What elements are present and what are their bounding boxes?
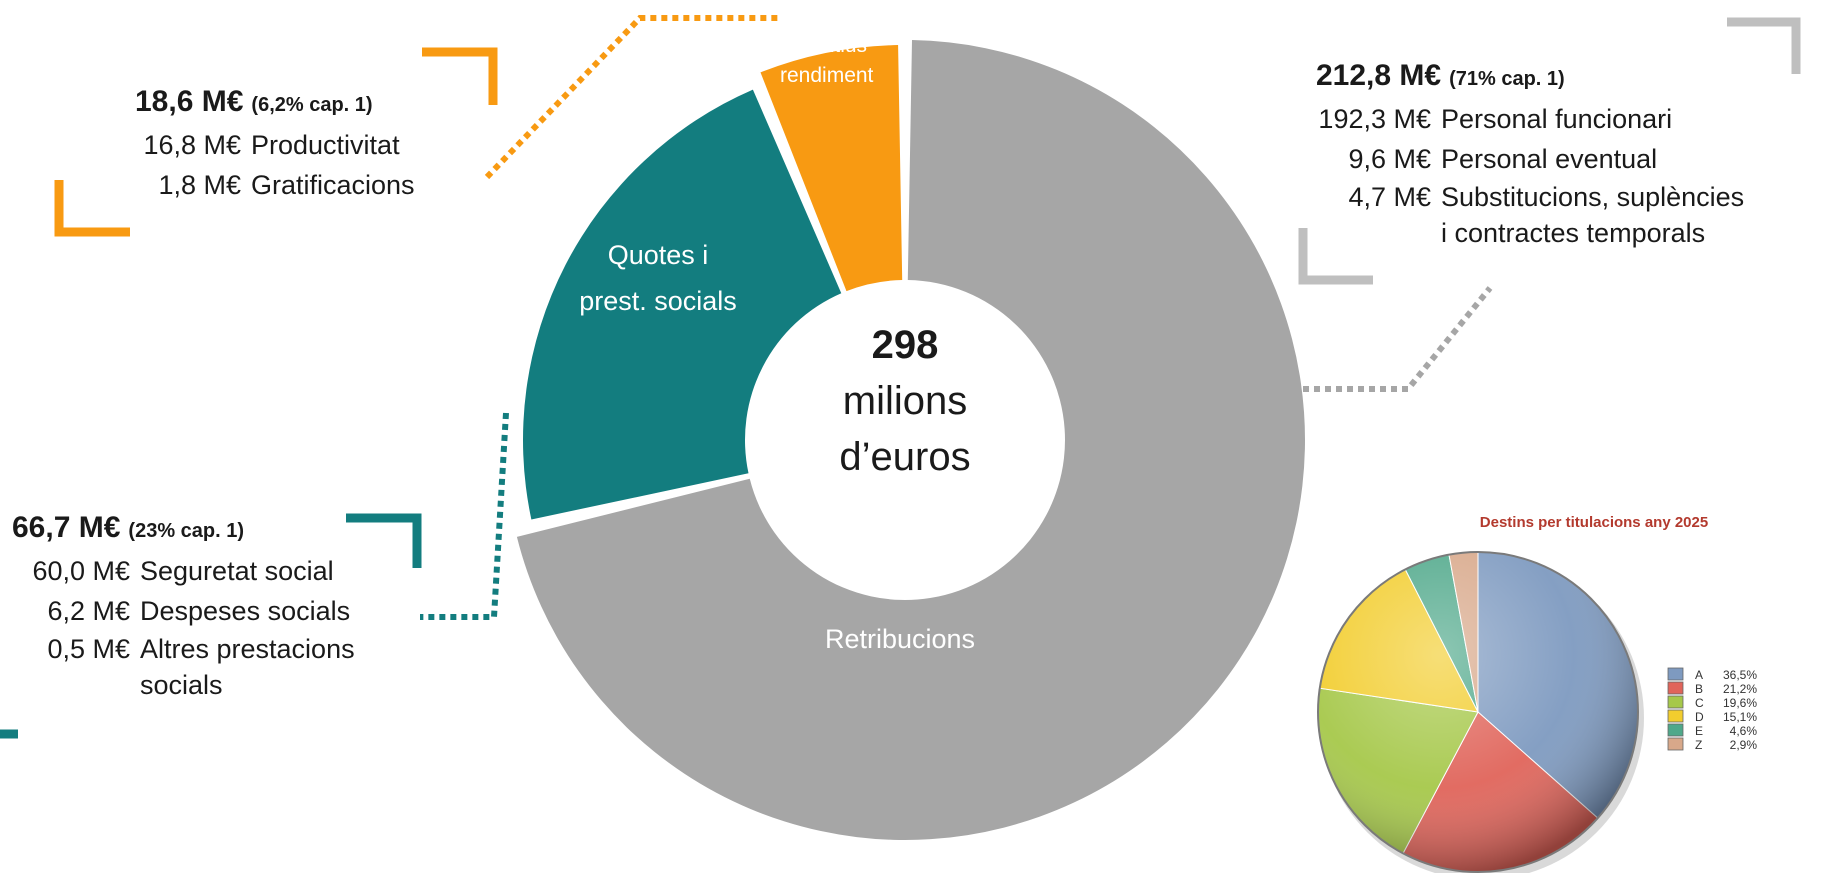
pie-shine <box>1318 552 1638 872</box>
row-label: Personal funcionari <box>1441 104 1673 134</box>
panel-incentius-header: 18,6 M€ (6,2% cap. 1) <box>135 82 415 125</box>
pie-rim <box>1317 551 1639 873</box>
row-amount: 0,5 M€ <box>47 634 130 664</box>
row-label: Altres prestacions socials <box>140 631 355 703</box>
legend-swatch <box>1667 723 1684 737</box>
panel-quotes: 66,7 M€ (23% cap. 1) 60,0 M€ Seguretat s… <box>12 508 355 703</box>
panel-quotes-share: (23% cap. 1) <box>128 520 245 542</box>
panel-retribucions-header: 212,8 M€ (71% cap. 1) <box>1316 56 1744 99</box>
row-amount: 60,0 M€ <box>32 556 130 586</box>
legend-label: Z <box>1695 738 1702 752</box>
panel-retribucions: 212,8 M€ (71% cap. 1) 192,3 M€ Personal … <box>1316 56 1744 251</box>
row-label-line1: Substitucions, suplències <box>1441 182 1745 212</box>
row-label-line2: i contractes temporals <box>1441 218 1706 248</box>
row-label: Productivitat <box>251 130 400 160</box>
legend-label: E <box>1695 724 1703 738</box>
legend-swatch <box>1667 681 1684 695</box>
legend-label: A <box>1695 668 1703 682</box>
legend-swatch <box>1667 737 1684 751</box>
legend-value: 4,6% <box>1730 724 1758 738</box>
row-amount: 16,8 M€ <box>143 130 241 160</box>
connector-retribucions <box>1292 286 1493 392</box>
legend-value: 15,1% <box>1723 710 1757 724</box>
bracket-incentius-top <box>422 47 498 105</box>
donut-slice <box>523 89 842 520</box>
legend-swatch <box>1667 709 1684 723</box>
bracket-retribucions-bottom <box>1298 228 1373 285</box>
panel-incentius-row: 16,8 M€ Productivitat <box>135 125 415 165</box>
bracket-retribucions-top <box>1727 17 1801 74</box>
slice-label-retribucions: Retribucions <box>825 624 975 654</box>
donut-total-unit-line2: d’euros <box>839 435 970 479</box>
brackets <box>0 17 1801 739</box>
row-label: Seguretat social <box>140 556 334 586</box>
legend-value: 2,9% <box>1730 738 1758 752</box>
panel-quotes-row: 60,0 M€ Seguretat social <box>12 551 355 591</box>
connectors <box>420 15 1493 620</box>
legend-label: C <box>1695 696 1704 710</box>
row-amount: 4,7 M€ <box>1348 182 1431 212</box>
panel-incentius-share: (6,2% cap. 1) <box>251 94 373 116</box>
legend-label: B <box>1695 682 1703 696</box>
bracket-quotes-top <box>346 513 422 568</box>
row-label-line2: socials <box>140 670 223 700</box>
connector-incentius <box>484 15 780 180</box>
panel-incentius: 18,6 M€ (6,2% cap. 1) 16,8 M€ Productivi… <box>135 82 415 205</box>
donut-chart: Retribucions Quotes i prest. socials Incent… <box>516 34 1305 840</box>
connector-quotes <box>420 412 509 620</box>
row-label-line1: Altres prestacions <box>140 634 355 664</box>
slice-label-incentius-line2: rendiment <box>780 64 874 87</box>
row-label: Despeses socials <box>140 596 351 626</box>
row-amount: 9,6 M€ <box>1348 144 1431 174</box>
donut-total-unit: milions <box>843 379 967 423</box>
titulacions-pie: Destins per titulacions any 2025 <box>1317 514 1708 873</box>
slice-label-quotes-line2: prest. socials <box>579 286 737 316</box>
row-amount: 6,2 M€ <box>47 596 130 626</box>
panel-quotes-row: 6,2 M€ Despeses socials <box>12 591 355 631</box>
legend-value: 21,2% <box>1723 682 1757 696</box>
row-label: Substitucions, suplències i contractes t… <box>1441 179 1744 251</box>
panel-retribucions-row: 192,3 M€ Personal funcionari <box>1316 99 1744 139</box>
donut-slice <box>760 45 903 292</box>
legend-value: 19,6% <box>1723 696 1757 710</box>
panel-retribucions-row: 4,7 M€ Substitucions, suplències i contr… <box>1316 179 1744 251</box>
row-amount: 192,3 M€ <box>1318 104 1431 134</box>
legend-swatch <box>1667 667 1684 681</box>
panel-retribucions-row: 9,6 M€ Personal eventual <box>1316 139 1744 179</box>
panel-retribucions-total: 212,8 M€ <box>1316 59 1442 92</box>
panel-retribucions-share: (71% cap. 1) <box>1449 68 1565 90</box>
panel-quotes-header: 66,7 M€ (23% cap. 1) <box>12 508 355 551</box>
legend-value: 36,5% <box>1723 668 1757 682</box>
donut-total-value: 298 <box>872 323 939 367</box>
pie-title: Destins per titulacions any 2025 <box>1480 514 1708 531</box>
row-amount: 1,8 M€ <box>158 170 241 200</box>
slice-label-quotes-line1: Quotes i <box>608 240 709 270</box>
row-label: Personal eventual <box>1441 144 1658 174</box>
panel-quotes-total: 66,7 M€ <box>12 511 121 544</box>
panel-quotes-row: 0,5 M€ Altres prestacions socials <box>12 631 355 703</box>
pie-legend: A 36,5% B 21,2% C 19,6% D 15,1% E 4,6% Z 2,9% <box>1667 667 1758 752</box>
panel-incentius-row: 1,8 M€ Gratificacions <box>135 165 415 205</box>
panel-incentius-total: 18,6 M€ <box>135 85 244 118</box>
legend-swatch <box>1667 695 1684 709</box>
donut-slice <box>516 40 1305 840</box>
bracket-incentius-bottom <box>54 180 130 237</box>
slice-label-incentius-line1: Incentius <box>783 34 867 57</box>
legend-label: D <box>1695 710 1704 724</box>
row-label: Gratificacions <box>251 170 415 200</box>
